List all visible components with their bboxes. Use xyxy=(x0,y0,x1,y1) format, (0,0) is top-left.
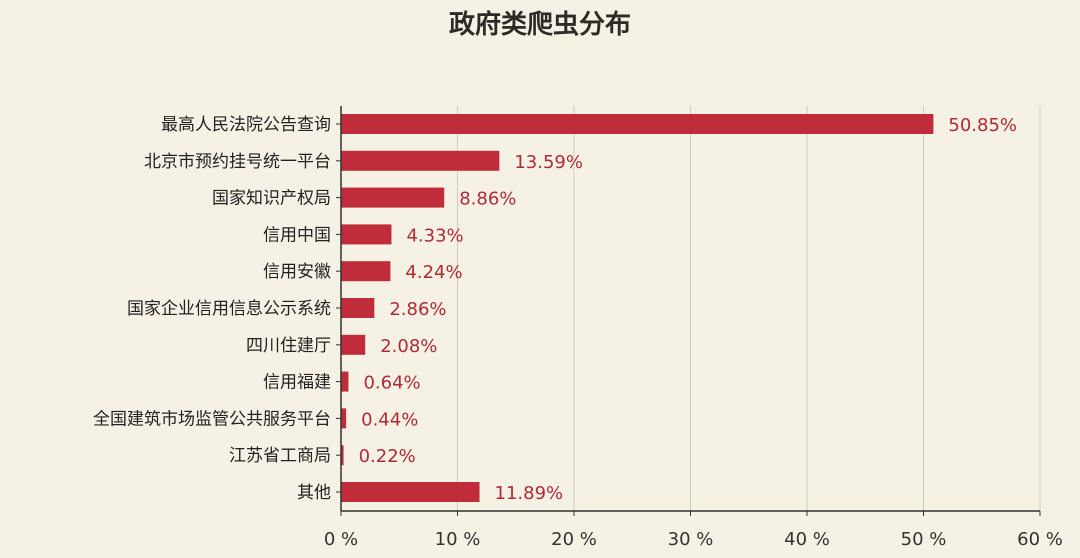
value-labels: 50.85% 13.59% 8.86% 4.33% 4.24% 2.86% 2.08% 0.6… xyxy=(359,115,1017,504)
data-label: 0.64% xyxy=(363,373,420,394)
category-labels: 最高人民法院公告查询北京市预约挂号统一平台国家知识产权局信用中国信用安徽国家企业… xyxy=(93,115,331,503)
bar xyxy=(341,114,934,134)
data-label: 11.89% xyxy=(495,483,564,504)
x-tick-label: 10 % xyxy=(435,529,481,550)
category-label: 信用安徽 xyxy=(263,262,331,282)
data-label: 0.44% xyxy=(361,409,418,430)
category-label: 其他 xyxy=(297,483,331,503)
bar xyxy=(341,261,391,282)
category-label: 北京市预约挂号统一平台 xyxy=(144,152,331,172)
category-label: 最高人民法院公告查询 xyxy=(161,115,331,135)
category-label: 信用中国 xyxy=(263,225,331,245)
bar xyxy=(341,408,347,429)
category-label: 四川住建厅 xyxy=(246,336,331,356)
bar xyxy=(341,224,392,245)
x-tick-label: 20 % xyxy=(551,529,597,550)
bar xyxy=(341,445,344,466)
bar xyxy=(341,187,445,208)
data-label: 2.86% xyxy=(389,299,446,320)
chart-title: 政府类爬虫分布 xyxy=(449,9,631,40)
x-tick-labels: 0 % 10 % 20 % 30 % 40 % 50 % 60 % xyxy=(324,511,1063,550)
data-label: 8.86% xyxy=(459,189,516,210)
x-tick-label: 30 % xyxy=(668,529,714,550)
bar xyxy=(341,371,349,392)
bar xyxy=(341,298,375,318)
category-label: 国家知识产权局 xyxy=(212,189,331,209)
category-label: 全国建筑市场监管公共服务平台 xyxy=(93,409,331,429)
bar xyxy=(341,150,500,171)
category-label: 江苏省工商局 xyxy=(229,446,331,466)
category-label: 国家企业信用信息公示系统 xyxy=(127,299,331,319)
data-label: 50.85% xyxy=(948,115,1017,136)
x-tick-label: 50 % xyxy=(901,529,947,550)
bars xyxy=(341,114,934,502)
bar xyxy=(341,334,366,355)
data-label: 2.08% xyxy=(380,336,437,357)
grid-lines xyxy=(457,106,1041,511)
data-label: 4.24% xyxy=(405,262,462,283)
x-tick-label: 40 % xyxy=(784,529,830,550)
data-label: 13.59% xyxy=(514,152,583,173)
data-label: 0.22% xyxy=(359,446,416,467)
category-label: 信用福建 xyxy=(263,373,331,393)
bar xyxy=(341,482,480,502)
x-tick-label: 0 % xyxy=(324,529,358,550)
data-label: 4.33% xyxy=(406,225,463,246)
x-tick-label: 60 % xyxy=(1017,529,1063,550)
